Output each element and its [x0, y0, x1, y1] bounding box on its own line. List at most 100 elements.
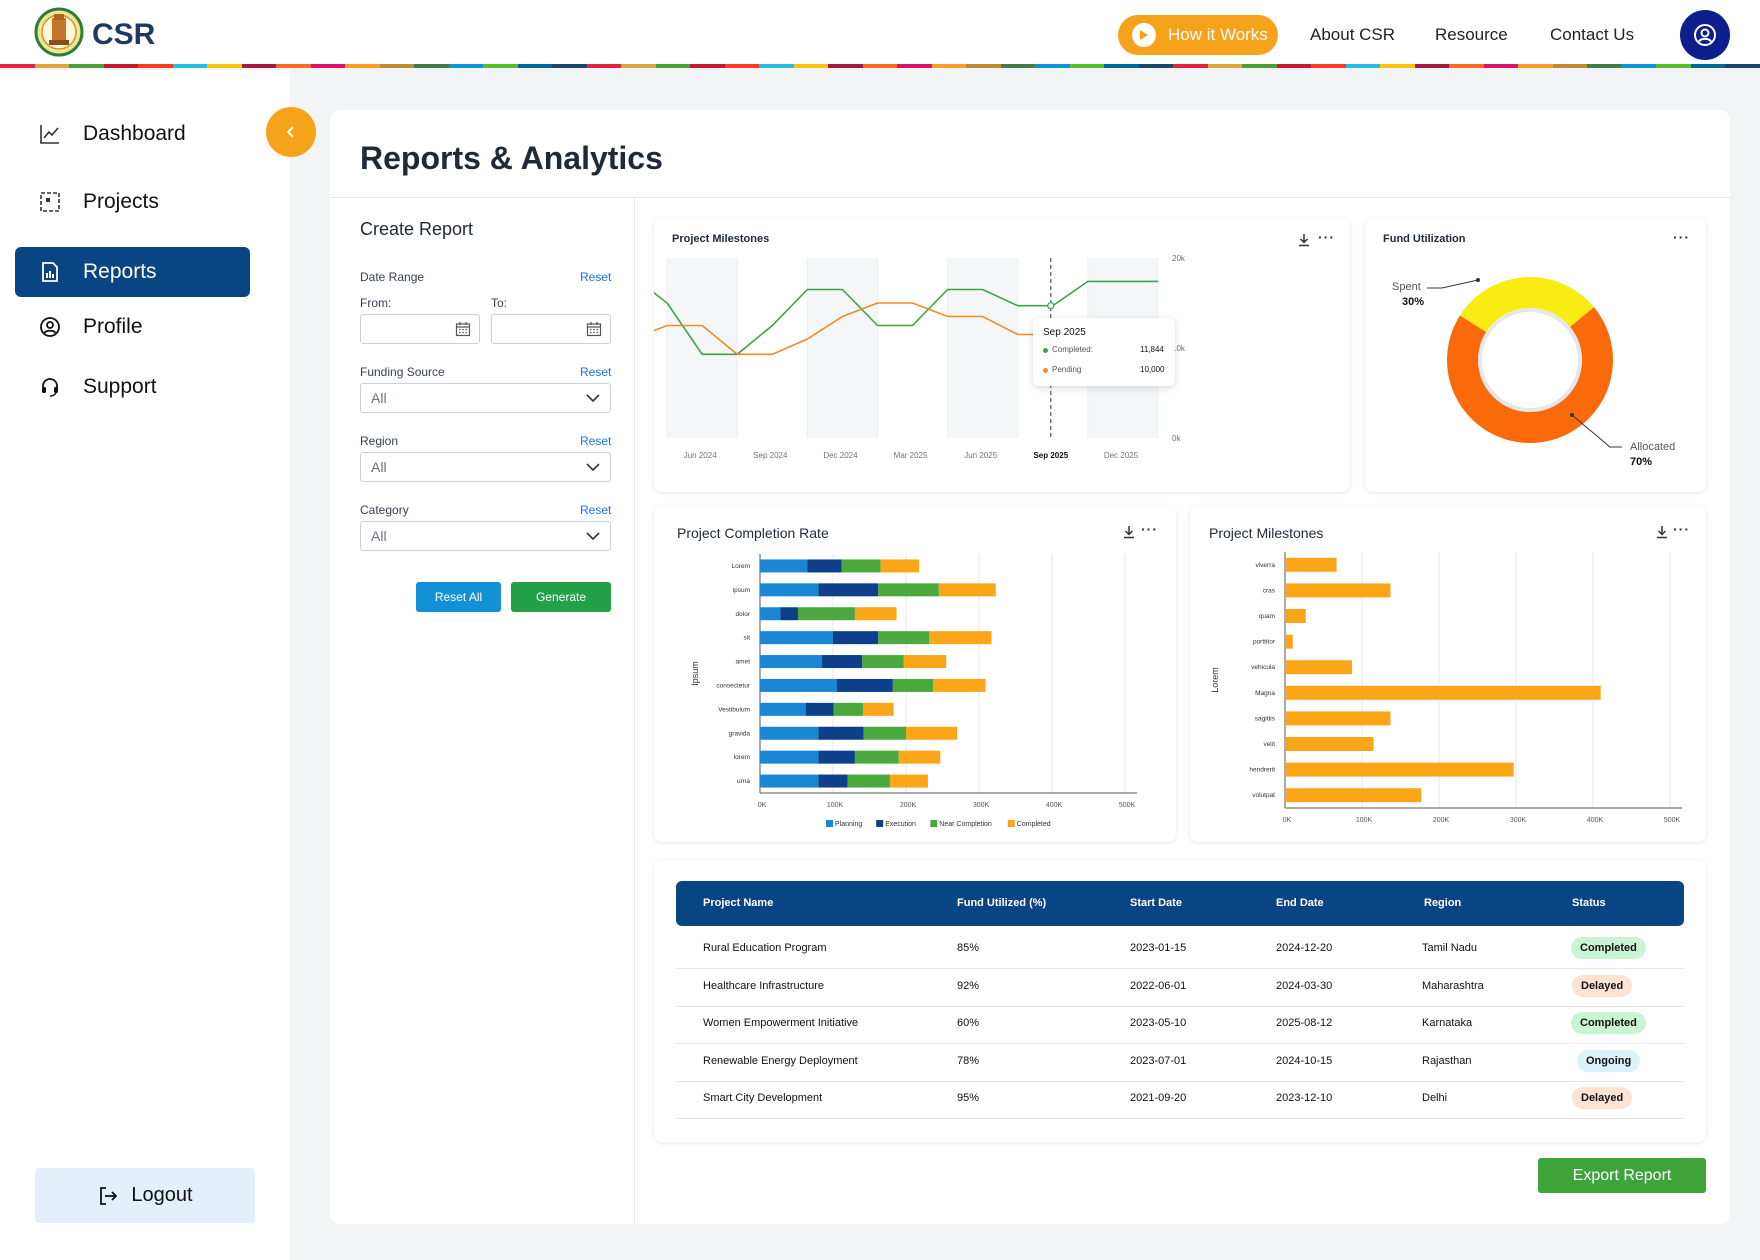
sidebar-item-projects[interactable]: Projects: [15, 177, 250, 227]
y-tick-label: 0k: [1172, 434, 1181, 443]
region-reset-link[interactable]: Reset: [580, 434, 612, 448]
emblem-logo[interactable]: [34, 6, 84, 58]
bar-amet: [760, 655, 823, 669]
stripe-segment: [1035, 64, 1071, 68]
bar-sagittis: [1285, 711, 1391, 726]
bar-ipsum: [938, 583, 996, 597]
bar-ipsum: [760, 583, 819, 597]
stripe-segment: [966, 64, 1002, 68]
tooltip-value: 11,844: [1140, 345, 1164, 354]
date-range-reset-link[interactable]: Reset: [580, 270, 612, 284]
chart-title: Project Milestones: [672, 233, 770, 245]
sidebar-item-support[interactable]: Support: [15, 362, 250, 412]
slice-label-allocated: Allocated: [1630, 441, 1676, 453]
calendar-icon: [586, 322, 602, 337]
legend-label: Completed: [1017, 821, 1051, 828]
more-options-icon[interactable]: ···: [1673, 229, 1690, 245]
download-icon[interactable]: [1655, 525, 1669, 544]
cell-project-name: Renewable Energy Deployment: [703, 1055, 858, 1067]
how-it-works-button[interactable]: How it Works: [1118, 15, 1278, 55]
download-icon[interactable]: [1297, 233, 1311, 252]
tooltip-title: Sep 2025: [1043, 327, 1086, 338]
column-header[interactable]: Status: [1572, 897, 1606, 909]
stripe-segment: [103, 64, 140, 68]
y-tick-label: quam: [1259, 613, 1275, 620]
y-tick-label: hendrerit: [1249, 767, 1275, 774]
page-title: Reports & Analytics: [360, 140, 663, 176]
y-tick-label: dolor: [736, 611, 751, 618]
cell-fund: 78%: [957, 1055, 980, 1067]
column-header[interactable]: Start Date: [1130, 897, 1182, 909]
download-icon[interactable]: [1122, 525, 1136, 544]
nav-about-csr[interactable]: About CSR: [1310, 25, 1396, 44]
category-label: Category: [360, 503, 409, 517]
sidebar-item-profile[interactable]: Profile: [15, 302, 250, 352]
top-bar: [0, 0, 1760, 66]
leader-dot: [1570, 413, 1574, 417]
cell-fund: 95%: [957, 1092, 980, 1104]
bar-lorem: [760, 559, 808, 573]
bar-lorem: [841, 559, 881, 573]
x-tick-label: Jun 2025: [964, 451, 997, 460]
create-report-title: Create Report: [360, 219, 474, 239]
bar-consectetur: [836, 678, 893, 692]
slice-allocated: [1447, 307, 1613, 443]
reset-all-button[interactable]: Reset All: [416, 582, 501, 612]
more-options-icon[interactable]: ···: [1141, 521, 1158, 537]
nav-resource[interactable]: Resource: [1435, 25, 1508, 44]
stripe-segment: [241, 64, 278, 68]
chart-title: Project Milestones: [1209, 525, 1324, 541]
bar-consectetur: [933, 678, 986, 692]
collapse-sidebar-button[interactable]: [266, 107, 316, 157]
to-date-input[interactable]: [491, 314, 611, 344]
to-label: To:: [491, 296, 508, 310]
funding-source-reset-link[interactable]: Reset: [580, 365, 612, 379]
y-tick-label: viverra: [1255, 562, 1275, 569]
play-icon: [1132, 23, 1156, 47]
user-avatar-button[interactable]: [1680, 10, 1730, 60]
y-tick-label: sagittis: [1255, 715, 1276, 722]
cell-end-date: 2024-03-30: [1276, 980, 1333, 992]
logout-icon: [100, 1186, 118, 1205]
cell-fund: 85%: [957, 942, 980, 954]
bar-cras: [1285, 583, 1391, 598]
y-axis-label: Lorem: [1210, 667, 1220, 693]
row-divider: [676, 1043, 1684, 1044]
y-tick-label: sit: [744, 635, 751, 642]
from-date-input[interactable]: [360, 314, 480, 344]
category-reset-link[interactable]: Reset: [580, 503, 612, 517]
stripe-segment: [1380, 64, 1416, 68]
stripe-segment: [931, 64, 968, 68]
nav-contact-us[interactable]: Contact Us: [1550, 25, 1635, 44]
logout-button[interactable]: Logout: [35, 1168, 255, 1223]
more-options-icon[interactable]: ···: [1318, 229, 1335, 245]
cell-start-date: 2021-09-20: [1130, 1092, 1187, 1104]
stripe-segment: [1725, 64, 1760, 68]
funding-source-select[interactable]: All: [360, 383, 611, 413]
region-select[interactable]: All: [360, 452, 611, 482]
column-header[interactable]: Project Name: [703, 897, 774, 909]
stripe-segment: [828, 64, 864, 68]
bar-urna: [818, 774, 848, 788]
bar-sit: [929, 631, 992, 645]
stripe-segment: [1138, 64, 1175, 68]
bar-ipsum: [818, 583, 879, 597]
bar-gravida: [863, 726, 906, 740]
column-header[interactable]: End Date: [1276, 897, 1324, 909]
category-select[interactable]: All: [360, 521, 611, 551]
brand-name[interactable]: CSR: [92, 18, 156, 51]
sidebar-item-reports[interactable]: Reports: [15, 247, 250, 297]
export-report-button[interactable]: Export Report: [1538, 1158, 1706, 1193]
more-options-icon[interactable]: ···: [1673, 521, 1690, 537]
stripe-segment: [34, 64, 70, 68]
stripe-segment: [1656, 64, 1692, 68]
sidebar-item-label: Profile: [83, 315, 143, 338]
column-header[interactable]: Region: [1424, 897, 1462, 909]
sidebar-item-dashboard[interactable]: Dashboard: [15, 109, 250, 159]
stripe-segment: [310, 64, 347, 68]
generate-button[interactable]: Generate: [511, 582, 611, 612]
stripe-segment: [1311, 64, 1347, 68]
cell-start-date: 2023-01-15: [1130, 942, 1187, 954]
column-header[interactable]: Fund Utilized (%): [957, 897, 1047, 909]
